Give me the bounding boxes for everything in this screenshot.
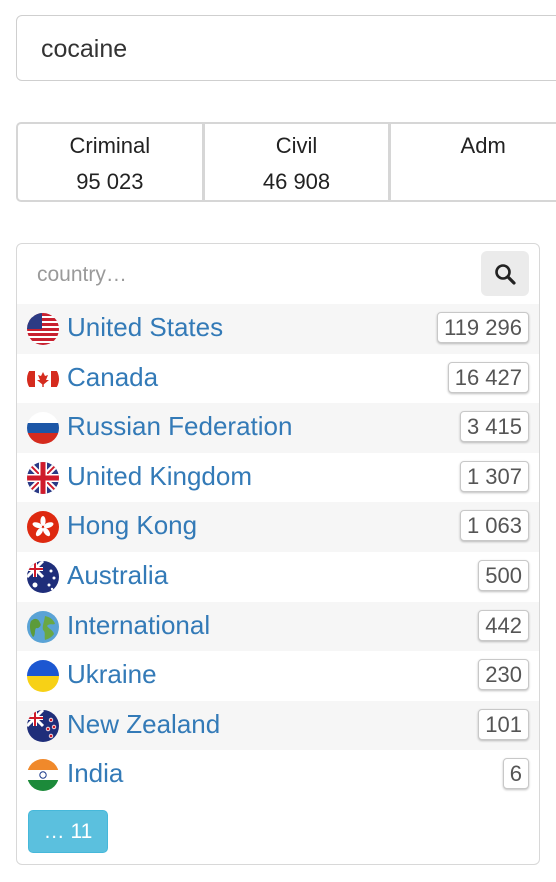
stat-value: 46 908 (262, 169, 331, 194)
list-item[interactable]: Australia 500 (17, 552, 539, 602)
country-link[interactable]: Canada (67, 361, 159, 392)
uk-flag-icon (27, 461, 59, 494)
country-link[interactable]: United Kingdom (67, 460, 252, 491)
country-link[interactable]: International (67, 609, 211, 640)
count-badge: 6 (502, 758, 529, 790)
count-badge: 119 296 (437, 312, 529, 343)
stat-criminal[interactable]: Criminal 95 023 (16, 122, 203, 202)
count-badge: 1 307 (459, 460, 529, 492)
case-type-stats: Criminal 95 023 Civil 46 908 Adm (16, 122, 556, 202)
country-link[interactable]: Australia (67, 559, 169, 590)
country-link[interactable]: Hong Kong (67, 510, 198, 541)
show-more-button[interactable]: … 11 (28, 810, 108, 853)
india-flag-icon (27, 759, 59, 792)
count-badge: 101 (478, 708, 529, 740)
list-item[interactable]: International 442 (17, 601, 539, 652)
count-badge: 230 (478, 659, 529, 691)
list-item[interactable]: Ukraine 230 (17, 651, 539, 701)
list-item[interactable]: New Zealand 101 (17, 700, 539, 751)
country-link[interactable]: Ukraine (67, 659, 157, 690)
us-flag-icon (27, 313, 59, 345)
count-badge: 500 (478, 559, 529, 591)
hong-kong-flag-icon (27, 511, 59, 544)
count-badge: 3 415 (459, 411, 529, 443)
count-badge: 442 (478, 609, 529, 641)
stat-label: Civil (275, 133, 318, 158)
list-item[interactable]: United States 119 296 (17, 304, 539, 354)
country-link[interactable]: India (67, 758, 124, 789)
stat-administrative[interactable]: Adm (389, 122, 556, 202)
country-link[interactable]: United States (67, 312, 224, 342)
stat-value: 95 023 (76, 169, 144, 194)
country-link[interactable]: Russian Federation (67, 411, 293, 442)
search-box[interactable] (16, 15, 556, 81)
russia-flag-icon (27, 412, 59, 445)
globe-icon (27, 610, 59, 643)
stat-label: Adm (460, 133, 506, 158)
country-search-button[interactable] (481, 251, 529, 296)
count-badge: 1 063 (459, 510, 529, 542)
country-list: United States 119 296 Canada 16 427 (17, 304, 539, 800)
country-filter-input[interactable] (37, 260, 457, 290)
canada-flag-icon (27, 362, 59, 395)
list-item[interactable]: India 6 (17, 750, 539, 800)
stat-civil[interactable]: Civil 46 908 (202, 122, 390, 202)
new-zealand-flag-icon (27, 709, 59, 742)
list-item[interactable]: Hong Kong 1 063 (17, 502, 539, 552)
country-link[interactable]: New Zealand (67, 708, 221, 739)
country-filter-panel: United States 119 296 Canada 16 427 (16, 243, 540, 865)
search-icon (495, 264, 516, 285)
australia-flag-icon (27, 560, 59, 593)
stat-label: Criminal (69, 133, 151, 158)
count-badge: 16 427 (447, 361, 529, 393)
list-item[interactable]: Canada 16 427 (17, 354, 539, 404)
list-item[interactable]: Russian Federation 3 415 (17, 403, 539, 453)
country-filter-row (17, 244, 539, 304)
ukraine-flag-icon (27, 660, 59, 693)
search-input[interactable] (41, 33, 541, 65)
list-item[interactable]: United Kingdom 1 307 (17, 453, 539, 503)
